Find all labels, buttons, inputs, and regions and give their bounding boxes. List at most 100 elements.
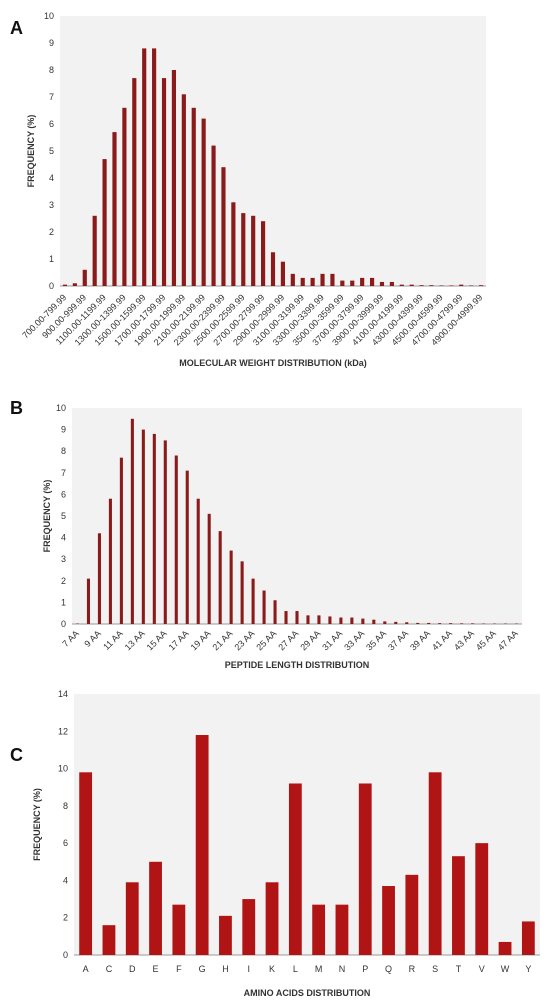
- y-axis-title-b: FREQUENCY (%): [42, 480, 52, 553]
- y-axis-title-a: FREQUENCY (%): [26, 115, 36, 188]
- bar-b: [86, 578, 90, 624]
- bar-b: [438, 623, 442, 624]
- bar-c: [265, 882, 279, 955]
- y-tick-label-c: 4: [63, 875, 68, 885]
- y-tick-label-a: 4: [49, 173, 54, 183]
- plot-area-a: [60, 16, 486, 286]
- bar-b: [141, 429, 145, 624]
- bar-c: [149, 861, 162, 955]
- bar-a: [330, 273, 335, 286]
- y-tick-label-c: 14: [58, 689, 68, 699]
- bar-a: [369, 277, 375, 286]
- x-tick-label-c: P: [362, 964, 368, 974]
- bar-b: [361, 618, 365, 624]
- y-tick-label-b: 2: [61, 576, 66, 586]
- panel-label-a: A: [10, 18, 23, 38]
- bar-a: [409, 284, 414, 286]
- bar-b: [460, 623, 464, 624]
- bar-a: [251, 215, 256, 286]
- bar-c: [498, 941, 512, 955]
- bar-b: [240, 561, 244, 624]
- bar-b: [251, 578, 255, 624]
- bar-b: [405, 622, 409, 624]
- x-tick-label-c: Q: [385, 964, 392, 974]
- bar-c: [358, 783, 372, 955]
- y-tick-label-b: 6: [61, 489, 66, 499]
- bar-b: [152, 433, 156, 624]
- y-tick-label-b: 4: [61, 533, 66, 543]
- y-tick-label-b: 9: [61, 425, 66, 435]
- bar-a: [191, 107, 196, 286]
- bar-b: [339, 617, 343, 624]
- bar-a: [350, 280, 355, 286]
- x-tick-label-c: E: [153, 964, 159, 974]
- y-tick-label-b: 1: [61, 597, 66, 607]
- bar-a: [181, 94, 186, 286]
- bar-c: [102, 925, 116, 955]
- y-axis-title-c: FREQUENCY (%): [32, 788, 42, 861]
- y-tick-label-a: 8: [49, 65, 54, 75]
- y-tick-label-a: 0: [49, 281, 54, 291]
- panel-label-c: C: [10, 745, 23, 765]
- y-tick-label-b: 10: [56, 403, 66, 413]
- bar-a: [360, 277, 365, 286]
- bar-b: [394, 621, 398, 624]
- bar-a: [112, 132, 117, 286]
- x-tick-label-c: M: [315, 964, 323, 974]
- bar-a: [459, 284, 464, 286]
- bar-a: [161, 78, 167, 286]
- bar-b: [130, 418, 134, 624]
- x-tick-label-c: W: [501, 964, 510, 974]
- bar-b: [328, 616, 332, 624]
- y-tick-label-c: 8: [63, 801, 68, 811]
- bar-b: [262, 590, 266, 624]
- y-tick-label-a: 9: [49, 38, 54, 48]
- bar-b: [119, 457, 123, 624]
- bar-a: [142, 48, 147, 287]
- y-tick-label-c: 12: [58, 726, 68, 736]
- bar-a: [122, 107, 127, 286]
- bar-a: [92, 215, 97, 286]
- bar-b: [207, 513, 211, 624]
- bar-a: [171, 70, 177, 286]
- bar-a: [132, 78, 137, 286]
- bar-b: [229, 550, 233, 624]
- bar-c: [521, 921, 535, 955]
- bar-a: [62, 284, 68, 286]
- x-tick-label-c: F: [176, 964, 182, 974]
- bar-b: [372, 619, 376, 624]
- bar-a: [201, 118, 206, 286]
- bar-a: [152, 48, 157, 287]
- x-tick-label-c: S: [432, 964, 438, 974]
- x-tick-label-c: Y: [525, 964, 531, 974]
- bar-a: [261, 221, 266, 286]
- x-tick-label-c: D: [129, 964, 136, 974]
- bar-a: [270, 252, 276, 286]
- y-tick-label-c: 10: [58, 764, 68, 774]
- bar-b: [273, 600, 277, 624]
- bar-b: [471, 623, 475, 624]
- x-tick-label-c: H: [222, 964, 229, 974]
- y-tick-label-a: 3: [49, 200, 54, 210]
- bar-b: [427, 622, 431, 624]
- y-tick-label-b: 0: [61, 619, 66, 629]
- plot-area-c: [74, 694, 540, 955]
- y-tick-label-b: 7: [61, 468, 66, 478]
- y-tick-label-b: 3: [61, 554, 66, 564]
- x-axis-title-a: MOLECULAR WEIGHT DISTRIBUTION (kDa): [179, 358, 367, 368]
- bar-a: [280, 261, 285, 286]
- bar-c: [452, 856, 465, 955]
- bar-c: [79, 772, 93, 955]
- bar-c: [382, 886, 395, 955]
- bar-b: [306, 615, 310, 624]
- x-tick-label-c: K: [269, 964, 275, 974]
- bar-a: [419, 285, 424, 286]
- bar-b: [295, 611, 299, 624]
- plot-area-b: [72, 408, 522, 624]
- bar-a: [310, 277, 315, 286]
- x-axis-title-b: PEPTIDE LENGTH DISTRIBUTION: [225, 660, 370, 670]
- bar-c: [475, 843, 489, 955]
